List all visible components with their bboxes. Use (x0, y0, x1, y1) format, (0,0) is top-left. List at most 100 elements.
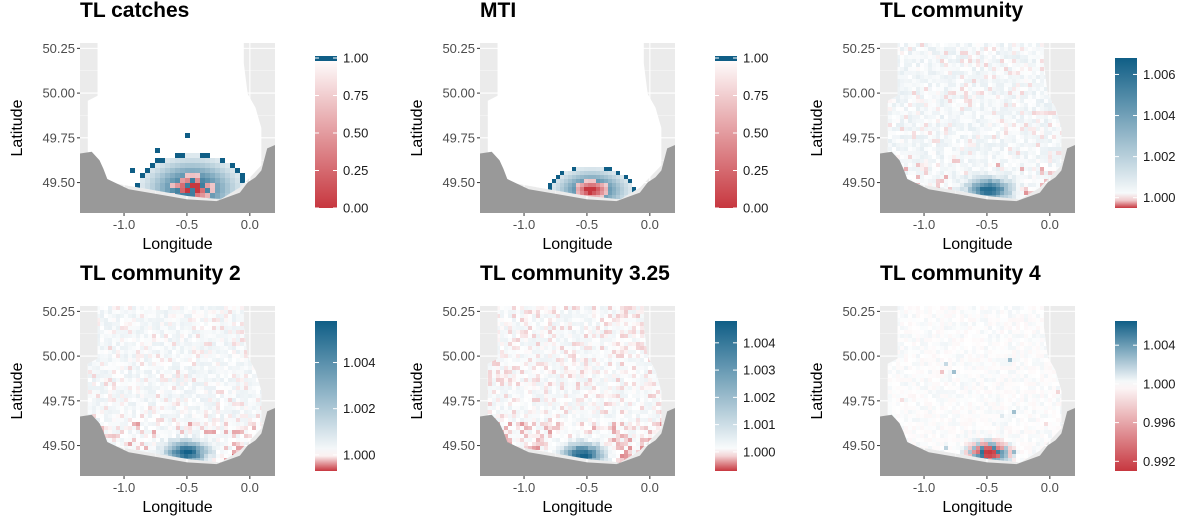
cell (940, 175, 944, 179)
panel-tl-catches: TL catches 50.25 50.00 49.75 49.50 -1.0 -0.5 0… (0, 0, 400, 263)
cell (964, 135, 968, 139)
cell (132, 342, 136, 346)
cell (215, 153, 220, 158)
cell (216, 378, 220, 382)
cell (980, 43, 984, 47)
cell (190, 143, 195, 148)
cell (992, 91, 996, 95)
cell (116, 386, 120, 390)
cell (1008, 123, 1012, 127)
cell (128, 374, 132, 378)
cell (548, 183, 552, 187)
cell (192, 434, 196, 438)
cell (588, 163, 592, 167)
cell (956, 103, 960, 107)
cell (205, 178, 210, 183)
cell (180, 306, 184, 310)
cell (1000, 171, 1004, 175)
cell (228, 454, 232, 458)
cell (980, 143, 984, 147)
cell (952, 75, 956, 79)
cell (1016, 147, 1020, 151)
cell (185, 163, 190, 168)
cell (996, 103, 1000, 107)
cell (235, 168, 240, 173)
cell (256, 390, 260, 394)
cell (616, 183, 620, 187)
cell (904, 139, 908, 143)
cell (192, 314, 196, 318)
cell (150, 153, 155, 158)
cell (240, 426, 244, 430)
cell (976, 103, 980, 107)
cell (1000, 135, 1004, 139)
cell (904, 107, 908, 111)
cell (96, 378, 100, 382)
cell (980, 135, 984, 139)
cell (924, 107, 928, 111)
cell (580, 191, 584, 195)
cell (1000, 119, 1004, 123)
cell (1000, 187, 1004, 191)
cell (172, 450, 176, 454)
cell (952, 187, 956, 191)
cell (944, 163, 948, 167)
cell (132, 418, 136, 422)
cell (964, 115, 968, 119)
cell (116, 374, 120, 378)
cell (150, 163, 155, 168)
cell (924, 151, 928, 155)
cell (176, 414, 180, 418)
cell (145, 163, 150, 168)
cell (180, 326, 184, 330)
cell (135, 183, 140, 188)
cell (188, 378, 192, 382)
cell (888, 127, 892, 131)
cell (1040, 171, 1044, 175)
cell (164, 318, 168, 322)
cell (148, 342, 152, 346)
cell (252, 394, 256, 398)
cell (908, 151, 912, 155)
cell (1044, 99, 1048, 103)
cell (900, 47, 904, 51)
cell (980, 147, 984, 151)
cell (256, 414, 260, 418)
cell (1024, 171, 1028, 175)
cell (908, 83, 912, 87)
cell (196, 386, 200, 390)
cell (152, 362, 156, 366)
cell (984, 111, 988, 115)
cell (984, 167, 988, 171)
cell (200, 458, 204, 462)
cell (108, 310, 112, 314)
cell (124, 398, 128, 402)
cell (208, 442, 212, 446)
cell (956, 187, 960, 191)
cell (1044, 123, 1048, 127)
cell (104, 318, 108, 322)
cell (196, 358, 200, 362)
cell (948, 75, 952, 79)
y-tick-label: 50.25 (842, 41, 875, 56)
cell (192, 346, 196, 350)
cell (212, 406, 216, 410)
cell (208, 402, 212, 406)
cell (216, 426, 220, 430)
cell (228, 390, 232, 394)
cell (196, 370, 200, 374)
cell (892, 143, 896, 147)
cell (920, 155, 924, 159)
cell (1012, 127, 1016, 131)
cell (936, 155, 940, 159)
cell (216, 382, 220, 386)
cell (1032, 159, 1036, 163)
cell (136, 346, 140, 350)
cell (148, 386, 152, 390)
cell (952, 43, 956, 47)
cell (144, 426, 148, 430)
cell (100, 398, 104, 402)
cell (152, 338, 156, 342)
cell (888, 143, 892, 147)
cell (924, 127, 928, 131)
